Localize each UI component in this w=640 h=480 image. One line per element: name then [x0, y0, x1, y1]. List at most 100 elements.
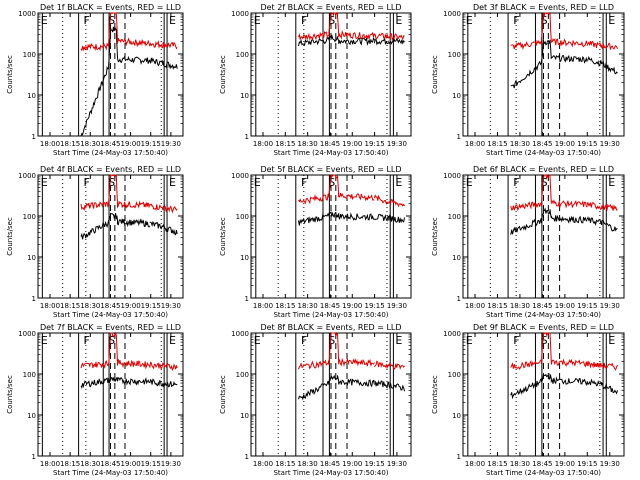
lld-series-line — [586, 360, 618, 371]
x-tick-label: 19:15 — [577, 302, 597, 310]
marker-label: E — [466, 14, 473, 27]
lld-series-line — [149, 40, 178, 50]
lld-series-line — [298, 332, 375, 370]
events-series-line — [149, 220, 178, 236]
lld-series-line — [80, 174, 151, 212]
marker-label: F — [84, 14, 90, 27]
marker-label: E — [254, 176, 261, 189]
x-axis-label: Start Time (24-May-03 17:50:40) — [53, 311, 168, 319]
marker-label: E — [254, 334, 261, 347]
panel-title: Det 8f BLACK = Events, RED = LLD — [260, 323, 401, 332]
x-tick-label: 18:45 — [532, 302, 552, 310]
lld-series-line — [586, 40, 618, 50]
x-tick-label: 18:45 — [532, 460, 552, 468]
x-tick-label: 19:15 — [577, 460, 597, 468]
y-tick-label: 10 — [240, 254, 249, 262]
y-tick-label: 1 — [32, 295, 36, 303]
x-tick-label: 18:45 — [100, 140, 120, 148]
lld-series-line — [510, 12, 588, 51]
panel-title: Det 7f BLACK = Events, RED = LLD — [40, 323, 181, 332]
marker-label: S — [108, 334, 115, 347]
panel-1: Det 1f BLACK = Events, RED = LLD 1 10 100 10… — [6, 3, 184, 157]
y-tick-label: 1 — [457, 295, 461, 303]
x-tick-label: 18:30 — [510, 460, 530, 468]
y-axis-label: Counts/sec — [219, 217, 227, 256]
panel-title: Det 3f BLACK = Events, RED = LLD — [473, 3, 614, 12]
y-tick-label: 1000 — [443, 172, 461, 180]
x-tick-label: 19:30 — [387, 140, 407, 148]
x-tick-label: 19:00 — [555, 460, 575, 468]
y-tick-label: 100 — [23, 371, 36, 379]
lld-series-line — [510, 174, 588, 212]
x-axis-label: Start Time (24-May-03 17:50:40) — [486, 469, 601, 477]
x-tick-label: 18:30 — [298, 140, 318, 148]
x-tick-label: 18:00 — [40, 302, 60, 310]
y-axis-label: Counts/sec — [6, 217, 14, 256]
y-tick-label: 1000 — [18, 10, 36, 18]
x-tick-label: 18:00 — [465, 302, 485, 310]
y-tick-label: 10 — [240, 92, 249, 100]
y-tick-label: 100 — [448, 371, 461, 379]
x-tick-label: 18:30 — [298, 460, 318, 468]
marker-label: E — [395, 176, 402, 189]
marker-label: E — [41, 176, 48, 189]
x-axis-label: Start Time (24-May-03 17:50:40) — [486, 311, 601, 319]
panel-4: Det 4f BLACK = Events, RED = LLD 1 10 100 10… — [6, 165, 184, 319]
marker-label: E — [466, 334, 473, 347]
x-tick-label: 19:00 — [555, 140, 575, 148]
events-series-line — [374, 213, 405, 224]
y-tick-label: 1 — [457, 133, 461, 141]
lld-series-line — [373, 360, 405, 370]
y-tick-label: 1000 — [18, 172, 36, 180]
x-tick-label: 19:15 — [141, 302, 161, 310]
x-tick-label: 18:00 — [40, 140, 60, 148]
marker-label: S — [328, 334, 335, 347]
y-tick-label: 10 — [452, 412, 461, 420]
x-axis-label: Start Time (24-May-03 17:50:40) — [273, 311, 388, 319]
marker-label: F — [513, 14, 519, 27]
x-tick-label: 19:30 — [161, 460, 181, 468]
y-tick-label: 1000 — [231, 330, 249, 338]
x-tick-label: 18:45 — [320, 460, 340, 468]
x-tick-label: 18:00 — [465, 140, 485, 148]
x-tick-label: 19:30 — [161, 140, 181, 148]
x-tick-label: 18:30 — [298, 302, 318, 310]
lld-series-line — [298, 174, 375, 205]
marker-label: E — [169, 176, 176, 189]
events-series-line — [510, 39, 588, 89]
lld-series-line — [80, 12, 151, 52]
y-tick-label: 10 — [452, 254, 461, 262]
events-series-line — [80, 212, 151, 240]
x-tick-label: 19:15 — [365, 460, 385, 468]
x-tick-label: 18:00 — [253, 140, 273, 148]
lld-series-line — [510, 331, 588, 370]
y-axis-label: Counts/sec — [219, 55, 227, 94]
x-axis-label: Start Time (24-May-03 17:50:40) — [273, 149, 388, 157]
y-tick-label: 10 — [27, 412, 36, 420]
events-series-line — [510, 372, 588, 400]
panel-6: Det 6f BLACK = Events, RED = LLD 1 10 100 10… — [431, 165, 625, 319]
x-tick-label: 18:15 — [487, 140, 507, 148]
x-tick-label: 19:00 — [120, 460, 140, 468]
marker-label: S — [541, 176, 548, 189]
x-tick-label: 18:00 — [253, 302, 273, 310]
y-axis-label: Counts/sec — [6, 375, 14, 414]
marker-label: S — [541, 334, 548, 347]
x-tick-label: 19:00 — [120, 140, 140, 148]
events-series-line — [586, 55, 618, 75]
events-series-line — [586, 378, 618, 395]
marker-label: F — [301, 14, 307, 27]
events-series-line — [586, 216, 618, 232]
panel-title: Det 5f BLACK = Events, RED = LLD — [260, 165, 401, 174]
x-tick-label: 18:45 — [320, 302, 340, 310]
marker-label: F — [84, 176, 90, 189]
y-tick-label: 1000 — [231, 10, 249, 18]
x-tick-label: 18:30 — [510, 302, 530, 310]
y-tick-label: 1 — [32, 453, 36, 461]
y-tick-label: 100 — [23, 51, 36, 59]
x-tick-label: 19:30 — [387, 460, 407, 468]
marker-label: E — [395, 14, 402, 27]
marker-label: E — [41, 14, 48, 27]
x-tick-label: 18:45 — [100, 302, 120, 310]
